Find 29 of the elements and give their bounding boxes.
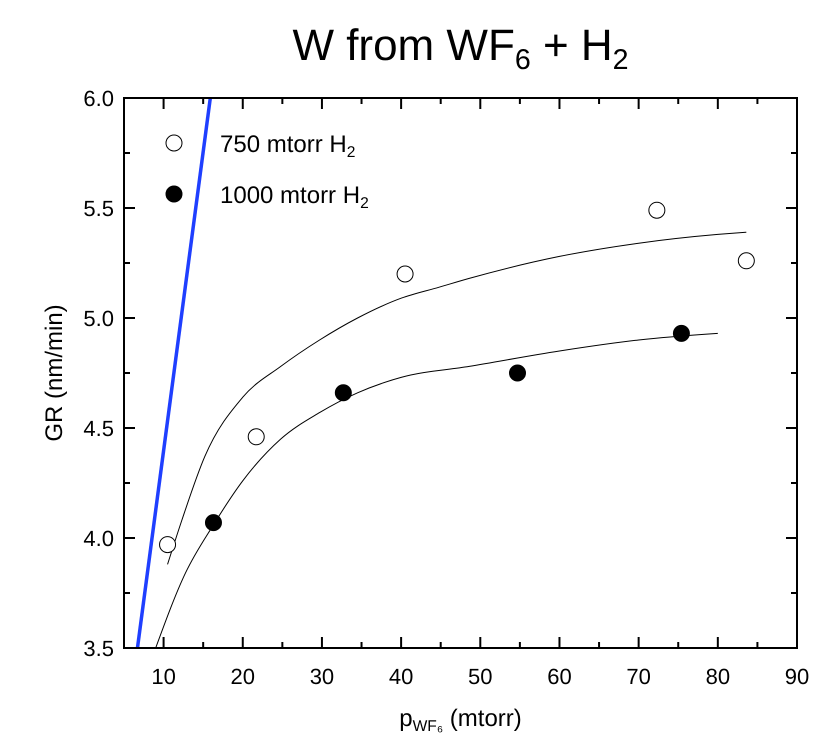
point	[738, 252, 755, 270]
x-tick-label: 70	[626, 664, 651, 689]
legend-label: 750 mtorr H$_{2}$	[220, 131, 356, 161]
point	[396, 266, 414, 282]
point	[509, 364, 526, 382]
legend-label: 1000 mtorr H$_{2}$	[220, 182, 369, 212]
x-tick-label: 80	[706, 664, 730, 689]
y-axis-title: GR (nm/min)	[41, 304, 68, 442]
x-tick-label: 40	[388, 664, 414, 689]
chart-title: W from WF$_{6}$ + H$_{2}$	[292, 21, 629, 76]
point	[334, 384, 352, 402]
y-tick-label: 4.5	[83, 416, 114, 441]
point	[159, 536, 176, 554]
x-tick-label: 60	[547, 664, 572, 689]
x-tick-label: 20	[230, 664, 256, 689]
y-tick-label: 4.0	[83, 526, 114, 551]
x-tick-label: 90	[784, 664, 810, 689]
y-tick-label: 5.0	[83, 306, 114, 331]
x-tick-label: 10	[151, 664, 176, 689]
y-tick-label: 5.5	[83, 196, 114, 221]
point	[648, 202, 666, 219]
y-tick-label: 3.5	[83, 636, 114, 661]
x-tick-label: 30	[310, 664, 334, 689]
y-tick-label: 6.0	[83, 86, 114, 111]
x-tick-label: 50	[468, 664, 493, 689]
point	[204, 514, 222, 532]
x-axis-title: p$_{WF₆}$ (mtorr)	[399, 705, 522, 735]
point	[672, 324, 690, 342]
point	[248, 428, 265, 446]
